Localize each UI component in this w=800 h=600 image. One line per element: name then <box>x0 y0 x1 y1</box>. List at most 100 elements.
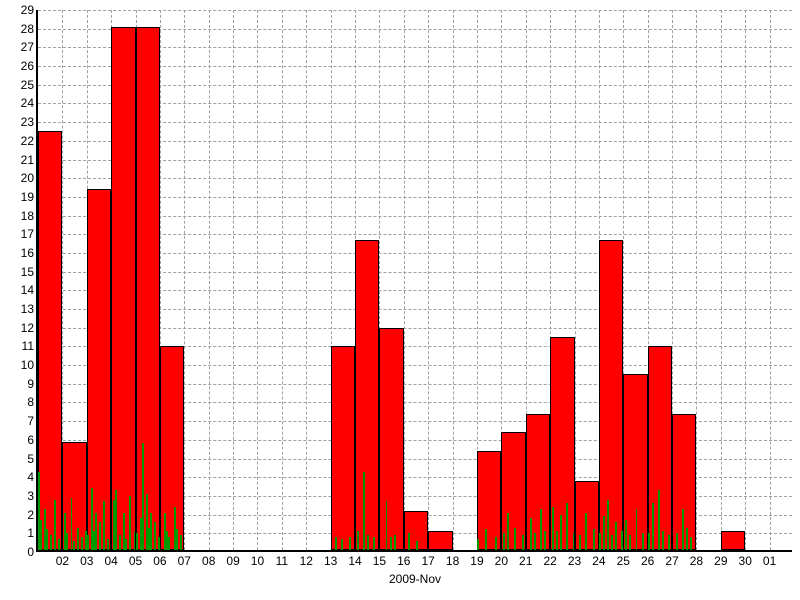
green-bar <box>99 522 101 550</box>
y-tick-label: 12 <box>21 321 38 335</box>
y-tick-label: 24 <box>21 96 38 110</box>
green-bar <box>58 539 60 550</box>
green-bar <box>676 533 678 550</box>
y-tick-label: 7 <box>27 414 38 428</box>
green-bar <box>621 531 623 550</box>
green-bar <box>544 531 546 550</box>
green-bar <box>690 537 692 550</box>
green-bar-series <box>38 10 792 550</box>
x-tick-label: 29 <box>714 550 727 568</box>
green-bar <box>530 518 532 550</box>
y-tick-label: 29 <box>21 3 38 17</box>
green-bar <box>77 528 79 550</box>
green-bar <box>335 537 337 550</box>
green-bar <box>129 496 131 550</box>
y-tick-label: 15 <box>21 265 38 279</box>
y-tick-label: 8 <box>27 395 38 409</box>
y-tick-label: 0 <box>27 545 38 559</box>
x-tick-label: 08 <box>202 550 215 568</box>
x-tick-label: 07 <box>178 550 191 568</box>
green-bar <box>615 522 617 550</box>
y-tick-label: 14 <box>21 283 38 297</box>
green-bar <box>54 500 56 550</box>
y-tick-label: 20 <box>21 171 38 185</box>
green-bar <box>534 533 536 550</box>
green-bar <box>686 528 688 550</box>
y-tick-label: 5 <box>27 452 38 466</box>
green-bar <box>87 535 89 550</box>
green-bar <box>136 533 138 550</box>
x-tick-label: 26 <box>641 550 654 568</box>
y-tick-label: 23 <box>21 115 38 129</box>
green-bar <box>477 539 479 550</box>
green-bar <box>394 535 396 550</box>
y-tick-label: 16 <box>21 246 38 260</box>
x-tick-label: 04 <box>104 550 117 568</box>
green-bar <box>390 537 392 550</box>
green-bar <box>373 537 375 550</box>
green-bar <box>560 515 562 551</box>
x-tick-label: 22 <box>543 550 556 568</box>
x-tick-label: 14 <box>348 550 361 568</box>
x-tick-label: 05 <box>129 550 142 568</box>
green-bar <box>50 535 52 550</box>
x-tick-label: 12 <box>300 550 313 568</box>
y-tick-label: 21 <box>21 153 38 167</box>
green-bar <box>485 529 487 550</box>
green-bar <box>522 535 524 550</box>
green-bar <box>66 533 68 550</box>
green-bar <box>150 513 152 550</box>
y-tick-label: 22 <box>21 134 38 148</box>
green-bar <box>103 501 105 550</box>
x-tick-label: 19 <box>470 550 483 568</box>
green-bar <box>416 541 418 550</box>
x-tick-label: 02 <box>56 550 69 568</box>
green-bar <box>386 501 388 550</box>
green-bar <box>142 443 144 550</box>
plot-area: 0123456789101112131415161718192021222324… <box>36 10 792 552</box>
green-bar <box>367 535 369 550</box>
green-bar <box>662 531 664 550</box>
y-tick-label: 28 <box>21 22 38 36</box>
green-bar <box>154 522 156 550</box>
y-tick-label: 26 <box>21 59 38 73</box>
y-tick-label: 11 <box>22 339 38 353</box>
green-bar <box>180 535 182 550</box>
y-tick-label: 2 <box>27 508 38 522</box>
green-bar <box>658 490 660 550</box>
y-tick-label: 4 <box>27 470 38 484</box>
x-axis-title: 2009-Nov <box>389 550 441 586</box>
x-tick-label: 28 <box>690 550 703 568</box>
y-tick-label: 19 <box>21 190 38 204</box>
x-tick-label: 13 <box>324 550 337 568</box>
x-tick-label: 01 <box>763 550 776 568</box>
green-bar <box>503 533 505 550</box>
green-bar <box>119 535 121 550</box>
green-bar <box>81 537 83 550</box>
green-bar <box>73 541 75 550</box>
green-bar <box>642 533 644 550</box>
green-bar <box>107 539 109 550</box>
y-tick-label: 3 <box>27 489 38 503</box>
green-bar <box>540 509 542 550</box>
green-bar <box>514 528 516 550</box>
chart-container: 0123456789101112131415161718192021222324… <box>0 0 800 600</box>
y-tick-label: 25 <box>21 78 38 92</box>
green-bar <box>495 537 497 550</box>
green-bar <box>95 513 97 550</box>
x-tick-label: 15 <box>373 550 386 568</box>
y-tick-label: 9 <box>27 377 38 391</box>
x-tick-label: 10 <box>251 550 264 568</box>
green-bar <box>158 537 160 550</box>
y-tick-label: 10 <box>21 358 38 372</box>
x-tick-label: 06 <box>153 550 166 568</box>
y-tick-label: 18 <box>21 209 38 223</box>
green-bar <box>636 509 638 550</box>
y-tick-label: 27 <box>21 40 38 54</box>
green-bar <box>629 535 631 550</box>
green-bar <box>125 539 127 550</box>
green-bar <box>625 520 627 550</box>
x-tick-label: 25 <box>617 550 630 568</box>
green-bar <box>585 513 587 550</box>
green-bar <box>579 535 581 550</box>
